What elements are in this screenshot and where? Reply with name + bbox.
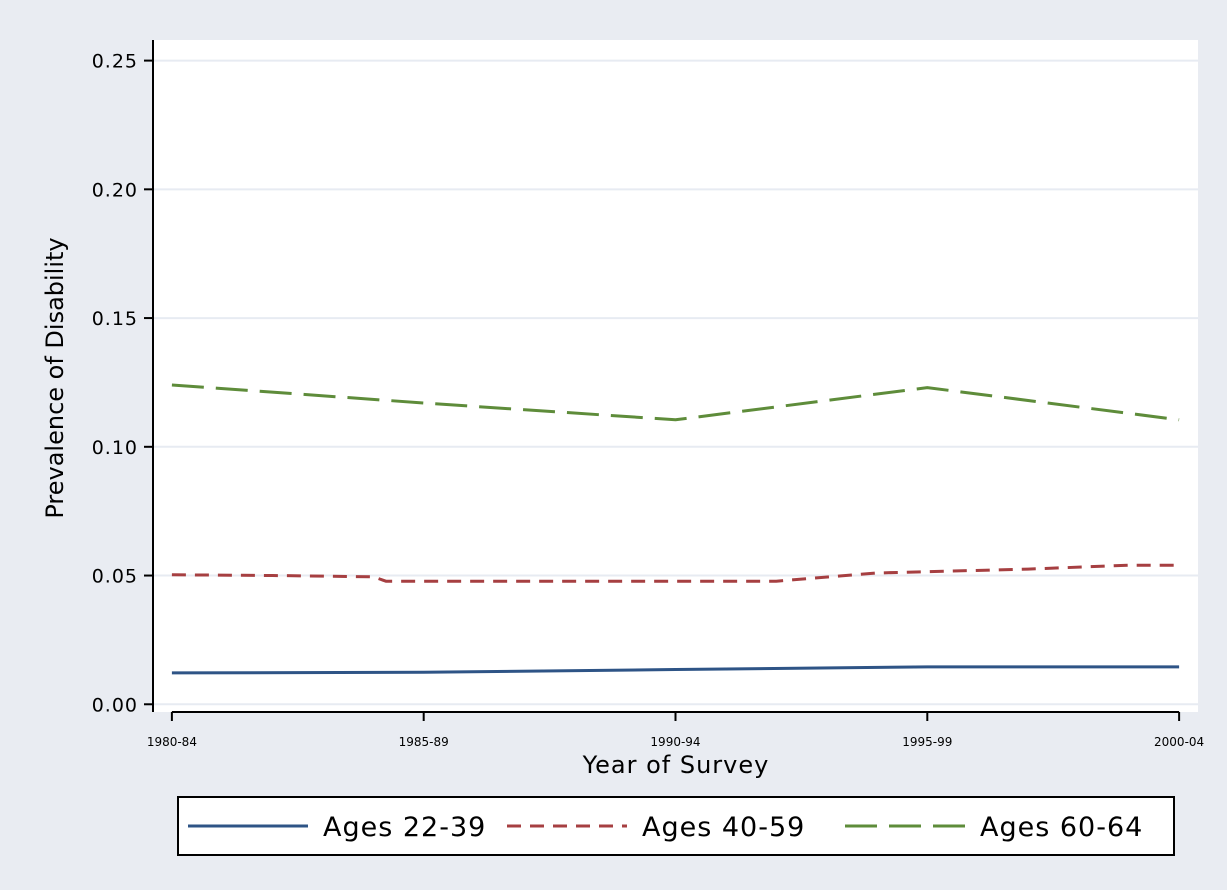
x-tick-label: 1985-89 bbox=[399, 735, 449, 749]
x-tick-label: 1990-94 bbox=[650, 735, 700, 749]
axis-labels: Year of Survey Prevalence of Disability bbox=[41, 237, 770, 779]
plot-area bbox=[153, 40, 1198, 712]
series-line-ages-22-39 bbox=[171, 665, 1180, 675]
y-tick-label: 0.00 bbox=[92, 694, 138, 716]
y-tick-label: 0.10 bbox=[92, 437, 138, 459]
series-line-ages-60-64 bbox=[171, 383, 1180, 422]
legend-label: Ages 60-64 bbox=[980, 812, 1143, 843]
x-tick-label: 2000-04 bbox=[1154, 735, 1204, 749]
axes: 0.00 0.05 0.10 0.15 0.20 0.25 1980-84 1985-89 19… bbox=[92, 40, 1204, 749]
y-tick-label: 0.05 bbox=[92, 566, 138, 588]
series-line-ages-40-59 bbox=[171, 563, 1180, 583]
legend-label: Ages 22-39 bbox=[323, 812, 486, 843]
legend-box bbox=[177, 796, 1175, 856]
y-tick-label: 0.25 bbox=[92, 51, 138, 73]
legend: Ages 22-39 Ages 40-59 Ages 60-64 bbox=[177, 796, 1175, 856]
x-axis-title: Year of Survey bbox=[582, 751, 770, 779]
x-tick-label: 1980-84 bbox=[147, 735, 197, 749]
gridlines bbox=[154, 59, 1198, 706]
series-lines bbox=[171, 383, 1180, 675]
legend-label: Ages 40-59 bbox=[642, 812, 805, 843]
x-tick-label: 1995-99 bbox=[902, 735, 952, 749]
y-tick-label: 0.20 bbox=[92, 179, 138, 201]
y-axis-title: Prevalence of Disability bbox=[41, 237, 69, 518]
y-tick-label: 0.15 bbox=[92, 308, 138, 330]
